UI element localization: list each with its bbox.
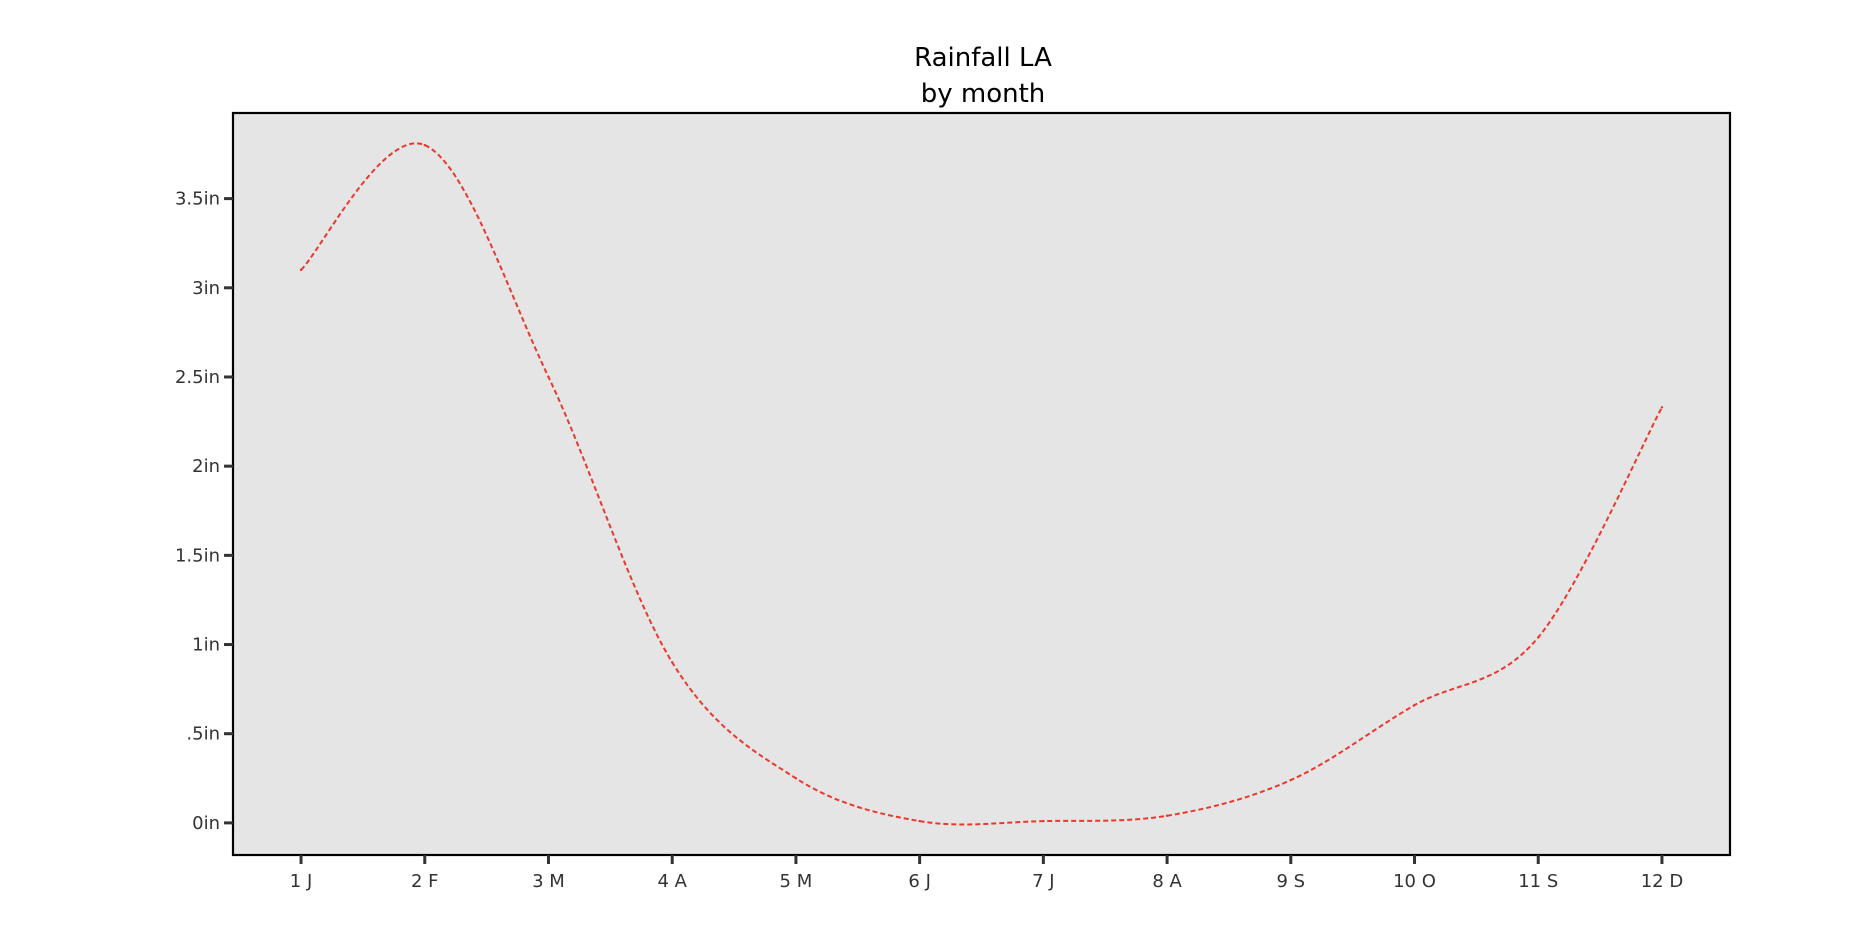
- data-point: [547, 375, 550, 379]
- y-tick-label: 2.5in: [175, 367, 220, 388]
- y-tick-label: 1in: [192, 635, 220, 656]
- x-tick-label: 4 A: [657, 871, 687, 892]
- y-tick-label: .5in: [186, 724, 220, 745]
- x-tick-label: 11 S: [1518, 871, 1558, 892]
- data-point: [299, 268, 303, 272]
- x-axis: 1 J 2 F 3 M 4 A 5 M 6 J 7 J 8 A 9 S 10 O 11 S 12 D: [290, 855, 1683, 892]
- x-tick-label: 3 M: [532, 871, 565, 892]
- data-point: [918, 819, 921, 823]
- x-tick-label: 1 J: [290, 871, 312, 892]
- data-point: [1537, 636, 1540, 639]
- y-tick-label: 3in: [192, 278, 220, 299]
- chart-title-line-1: Rainfall LA: [914, 43, 1052, 73]
- y-tick-label: 1.5in: [175, 545, 220, 566]
- data-point: [423, 143, 426, 147]
- data-point: [794, 777, 798, 780]
- y-tick-label: 0in: [192, 813, 220, 834]
- chart-title-line-2: by month: [921, 79, 1046, 109]
- x-tick-label: 6 J: [908, 871, 930, 892]
- data-point: [1413, 703, 1416, 707]
- y-tick-label: 3.5in: [175, 189, 220, 210]
- x-tick-label: 2 F: [411, 871, 439, 892]
- x-tick-label: 8 A: [1152, 871, 1182, 892]
- series-layer: [299, 142, 1664, 826]
- x-tick-label: 7 J: [1032, 871, 1054, 892]
- data-point: [1165, 814, 1169, 817]
- y-tick-label: 2in: [192, 456, 220, 477]
- x-tick-label: 9 S: [1276, 871, 1305, 892]
- data-point: [671, 661, 674, 664]
- plot-area: [231, 111, 1732, 857]
- data-point: [1289, 778, 1292, 782]
- y-axis: 0in .5in 1in 1.5in 2in 2.5in 3in 3.5in: [175, 189, 233, 834]
- x-tick-label: 5 M: [780, 871, 813, 892]
- data-point: [1660, 406, 1664, 409]
- x-tick-label: 10 O: [1393, 871, 1436, 892]
- data-point: [1042, 819, 1045, 823]
- x-tick-label: 12 D: [1641, 871, 1684, 892]
